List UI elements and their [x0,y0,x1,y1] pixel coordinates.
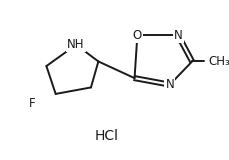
Text: CH₃: CH₃ [207,55,229,68]
Text: N: N [173,29,182,42]
Text: O: O [132,29,141,42]
Text: HCl: HCl [94,129,118,143]
Text: F: F [29,97,36,110]
Text: N: N [165,78,173,91]
Text: NH: NH [67,38,85,51]
